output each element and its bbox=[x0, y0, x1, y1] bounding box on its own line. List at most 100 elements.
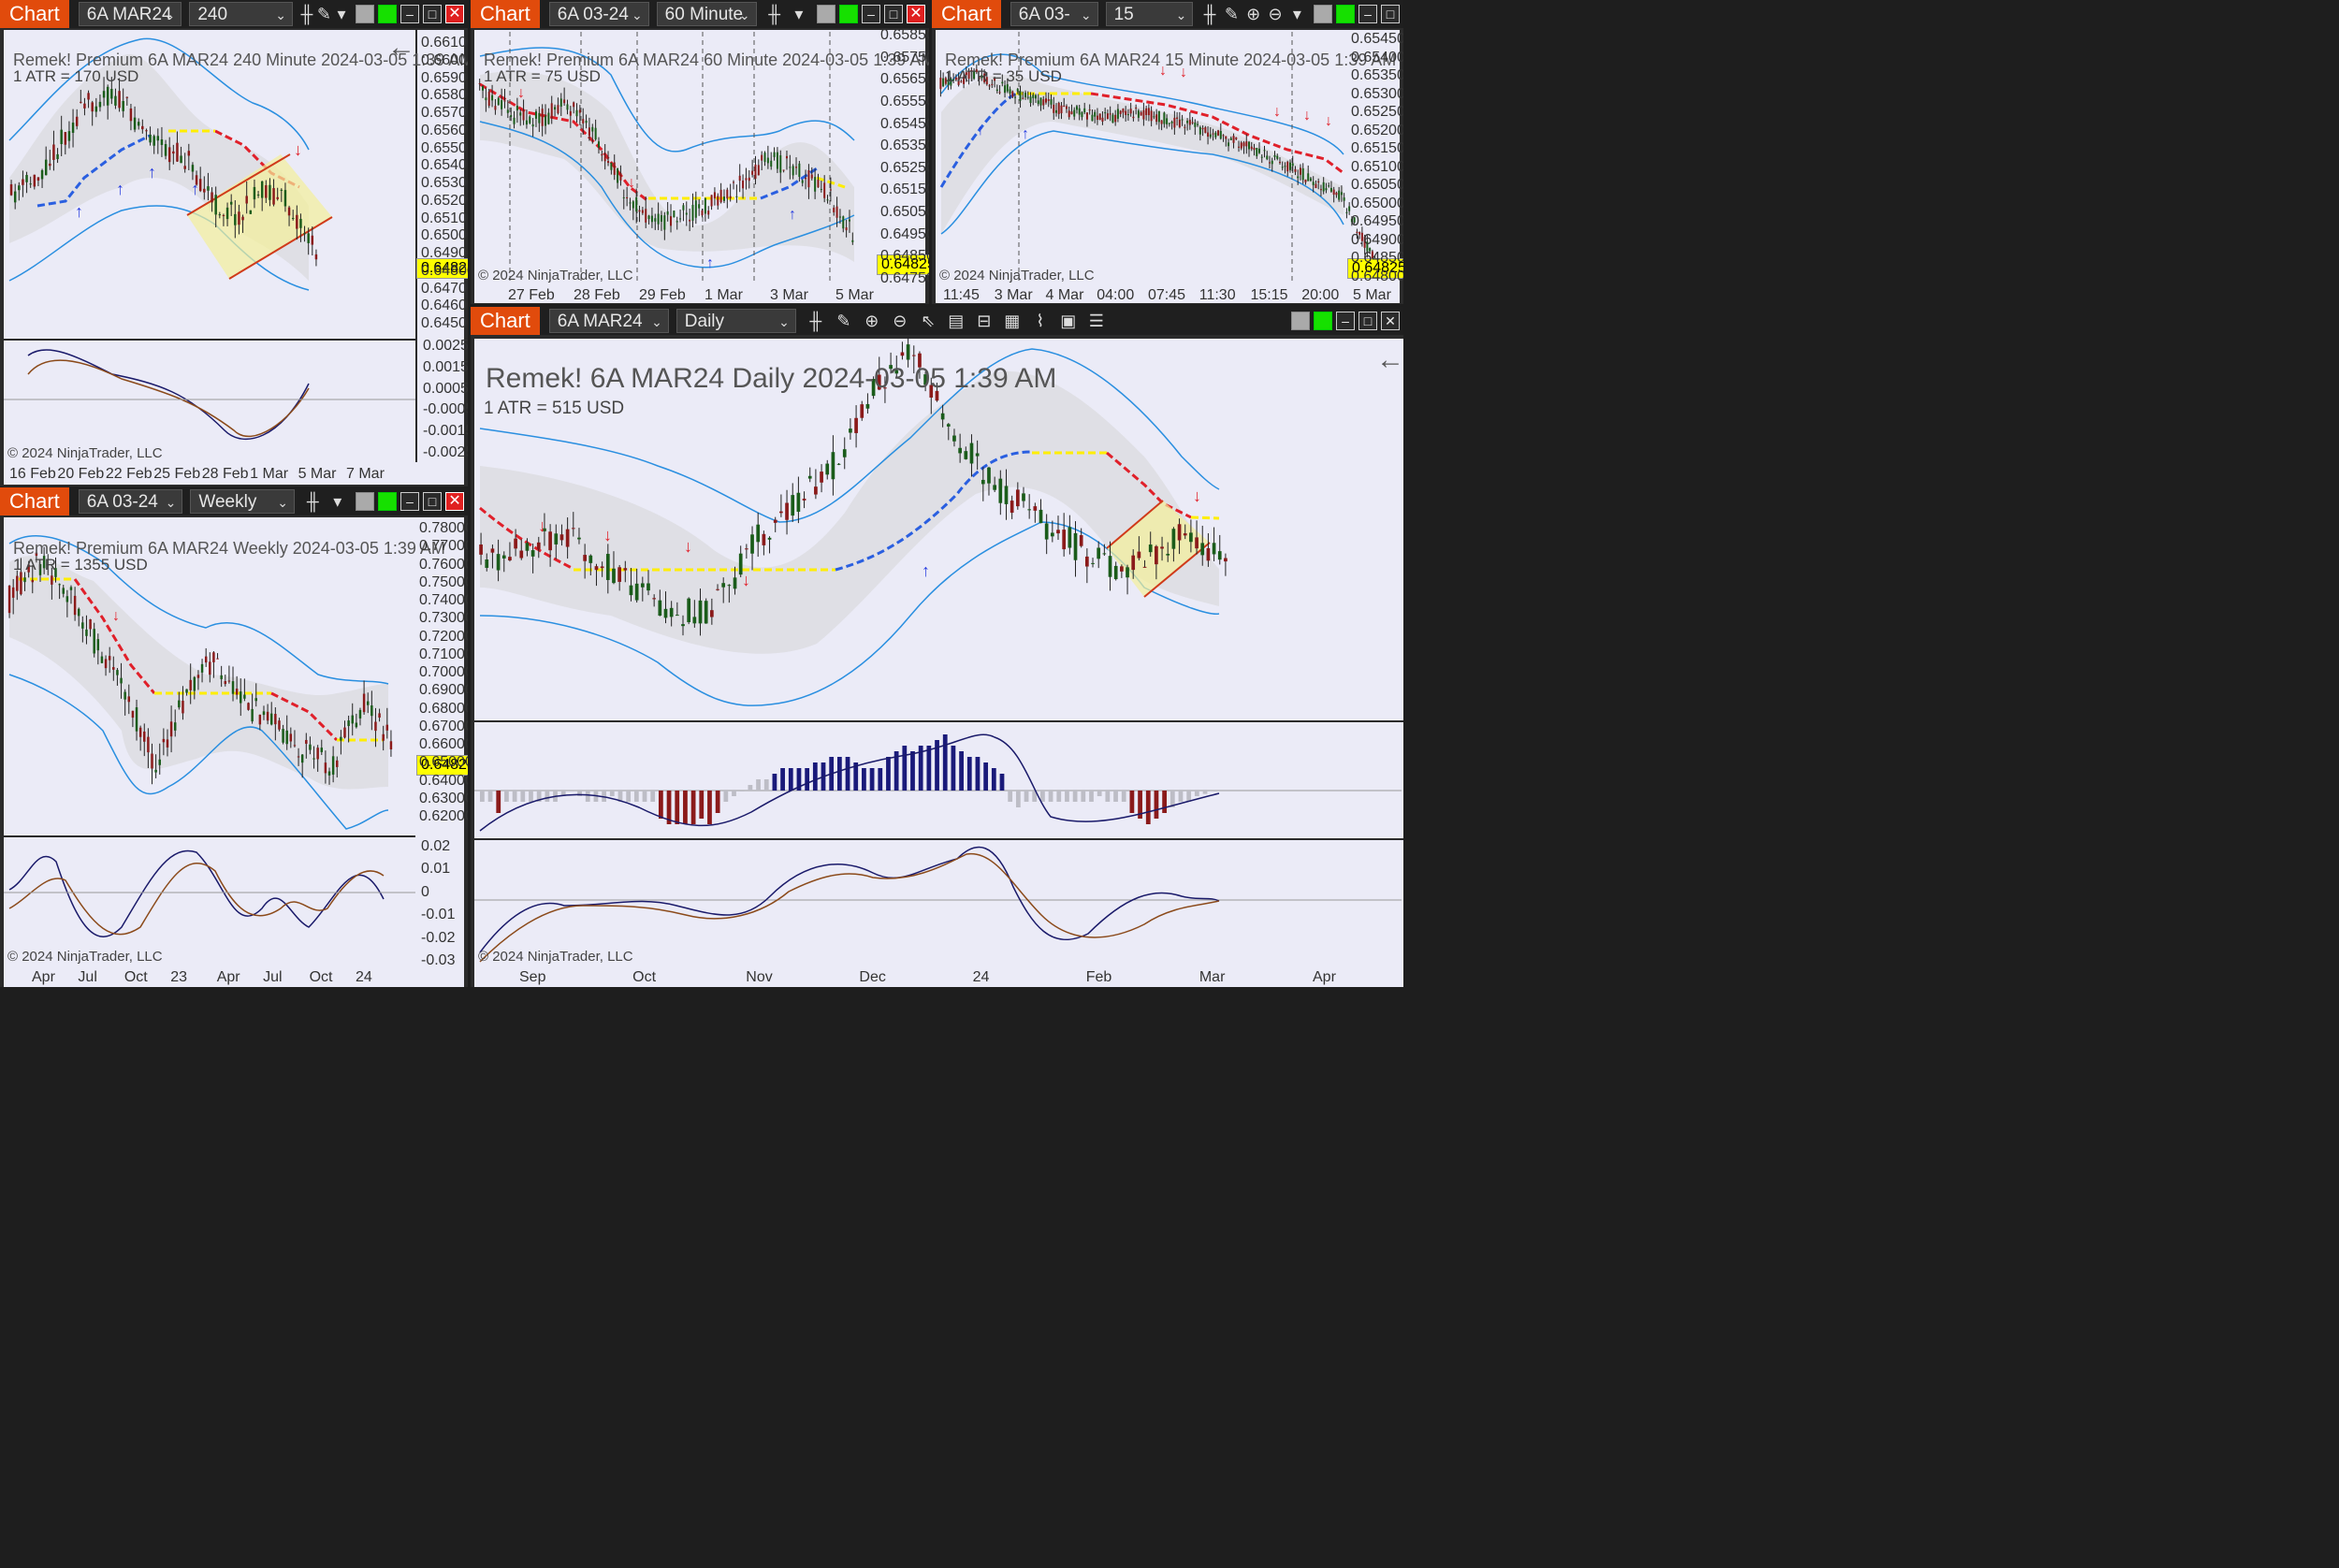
time-axis[interactable] bbox=[4, 966, 464, 987]
candle-body bbox=[1329, 187, 1332, 192]
link-color-button[interactable] bbox=[817, 5, 835, 23]
instrument-selector[interactable]: 6A MAR24 ⌄ bbox=[548, 309, 669, 333]
candle-body bbox=[645, 209, 647, 223]
chart-tab-title[interactable]: Chart bbox=[0, 487, 69, 515]
link-color-button[interactable] bbox=[356, 5, 374, 23]
link-color-button[interactable] bbox=[1314, 5, 1333, 23]
drawing-tool-icon[interactable]: ✎ bbox=[836, 312, 851, 330]
price-tick-label: -0.0015 bbox=[423, 423, 468, 440]
oscillator-panel[interactable] bbox=[474, 840, 1403, 966]
price-axis[interactable] bbox=[877, 30, 925, 284]
bar-style-icon[interactable]: ╫ bbox=[809, 312, 822, 330]
close-button[interactable]: ✕ bbox=[1381, 312, 1400, 330]
chart-trader-icon[interactable]: ▣ bbox=[1060, 312, 1077, 330]
minimize-button[interactable]: – bbox=[1358, 5, 1378, 23]
candle-body bbox=[212, 652, 215, 662]
interval-selector[interactable]: 60 Minute ⌄ bbox=[656, 2, 757, 26]
link-color-button[interactable] bbox=[1291, 312, 1310, 330]
strategies-icon[interactable]: ⌇ bbox=[1036, 312, 1045, 330]
candle-body bbox=[29, 183, 32, 185]
zoom-out-icon[interactable]: ⊖ bbox=[893, 312, 908, 330]
bar-style-icon[interactable]: ╫ bbox=[768, 5, 781, 23]
zoom-in-icon[interactable]: ⊕ bbox=[1246, 5, 1261, 23]
instrument-selector[interactable]: 6A 03-24⌄ bbox=[548, 2, 649, 26]
time-axis[interactable] bbox=[474, 284, 925, 303]
indicator-panel[interactable] bbox=[4, 837, 415, 966]
interval-selector[interactable]: Daily ⌄ bbox=[676, 309, 796, 333]
close-button[interactable]: ✕ bbox=[907, 5, 925, 23]
chart-tab-title[interactable]: Chart bbox=[0, 0, 69, 28]
time-axis[interactable] bbox=[474, 966, 1403, 987]
instrument-selector[interactable]: 6A MAR24 ⌄ bbox=[78, 2, 182, 26]
time-axis[interactable] bbox=[4, 462, 464, 485]
maximize-button[interactable]: □ bbox=[423, 5, 442, 23]
maximize-button[interactable]: □ bbox=[884, 5, 903, 23]
close-button[interactable]: ✕ bbox=[445, 5, 464, 23]
close-button[interactable]: ✕ bbox=[445, 492, 465, 511]
candle-body bbox=[227, 680, 231, 682]
link-color-button[interactable] bbox=[356, 492, 375, 511]
connection-status-button[interactable] bbox=[1314, 312, 1332, 330]
candle-body bbox=[1056, 530, 1060, 534]
data-box-icon[interactable]: ▤ bbox=[948, 312, 965, 330]
drawing-tool-icon[interactable]: ✎ bbox=[316, 5, 331, 23]
title-bar[interactable]: Chart 6A 03-24 ⌄ Weekly ⌄ ╫ ▾ – □ ✕ bbox=[0, 487, 468, 515]
candle-body bbox=[370, 704, 373, 717]
bar-style-icon[interactable]: ╫ bbox=[306, 492, 319, 511]
drawing-tool-icon[interactable]: ✎ bbox=[1224, 5, 1239, 23]
indicators-icon[interactable]: ▦ bbox=[1004, 312, 1021, 330]
chart-tab-title[interactable]: Chart bbox=[471, 307, 540, 335]
dropdown-arrow-icon[interactable]: ▾ bbox=[794, 5, 804, 23]
interval-selector[interactable]: Weekly ⌄ bbox=[190, 489, 295, 514]
maximize-button[interactable]: □ bbox=[423, 492, 443, 511]
title-bar[interactable]: Chart 6A 03-24⌄ 15 Minute⌄ ╫ ✎ ⊕ ⊖ ▾ – □ bbox=[932, 0, 1403, 49]
chart-tab-title[interactable]: Chart bbox=[471, 0, 540, 28]
maximize-button[interactable]: □ bbox=[1381, 5, 1401, 23]
connection-status-button[interactable] bbox=[839, 5, 858, 23]
dropdown-arrow-icon[interactable]: ▾ bbox=[1292, 5, 1301, 23]
bar-style-icon[interactable]: ╫ bbox=[300, 5, 313, 23]
price-axis[interactable] bbox=[1347, 30, 1400, 284]
candle-body bbox=[214, 195, 217, 215]
candle-body bbox=[994, 78, 996, 81]
connection-status-button[interactable] bbox=[1336, 5, 1356, 23]
zoom-out-icon[interactable]: ⊖ bbox=[1268, 5, 1283, 23]
menu-list-icon[interactable]: ☰ bbox=[1088, 312, 1104, 330]
instrument-selector[interactable]: 6A 03-24⌄ bbox=[1010, 2, 1098, 49]
price-axis[interactable] bbox=[415, 517, 464, 966]
atr-label: 1 ATR = 170 USD bbox=[13, 67, 139, 85]
title-bar[interactable]: Chart 6A 03-24 ⌄ 60 Minute ⌄ ╫ ▾ – □ ✕ bbox=[471, 0, 929, 28]
minimize-button[interactable]: – bbox=[862, 5, 880, 23]
pointer-icon[interactable]: ⇖ bbox=[921, 312, 936, 330]
connection-status-button[interactable] bbox=[378, 5, 397, 23]
candle-body bbox=[1258, 148, 1261, 153]
maximize-button[interactable]: □ bbox=[1358, 312, 1377, 330]
candle-body bbox=[141, 125, 144, 130]
time-axis[interactable] bbox=[936, 284, 1400, 303]
candle-body bbox=[681, 624, 685, 627]
connection-status-button[interactable] bbox=[378, 492, 398, 511]
candle-body bbox=[1242, 142, 1245, 147]
price-tick-label: -0.01 bbox=[421, 907, 456, 923]
chart-tab-title[interactable]: Chart bbox=[932, 0, 1001, 28]
instrument-selector[interactable]: 6A 03-24⌄ bbox=[78, 489, 183, 514]
minimize-button[interactable]: – bbox=[400, 5, 419, 23]
back-arrow-icon[interactable]: ← bbox=[1376, 344, 1403, 375]
back-arrow-icon[interactable]: ← bbox=[387, 32, 415, 63]
properties-icon[interactable]: ⊟ bbox=[977, 312, 992, 330]
dropdown-arrow-icon[interactable]: ▾ bbox=[337, 5, 346, 23]
zoom-in-icon[interactable]: ⊕ bbox=[864, 312, 879, 330]
title-bar[interactable]: Chart 6A MAR24 ⌄ Daily ⌄ ╫ ✎ ⊕ ⊖ ⇖ ▤ ⊟ ▦ ⌇… bbox=[471, 307, 1403, 335]
price-axis[interactable] bbox=[417, 30, 464, 462]
bar-style-icon[interactable]: ╫ bbox=[1203, 5, 1216, 23]
histogram-bar bbox=[1065, 791, 1069, 802]
candle-body bbox=[234, 213, 237, 225]
dropdown-arrow-icon[interactable]: ▾ bbox=[333, 492, 342, 511]
minimize-button[interactable]: – bbox=[400, 492, 420, 511]
minimize-button[interactable]: – bbox=[1336, 312, 1355, 330]
candle-body bbox=[960, 80, 963, 82]
time-tick-label: 24 bbox=[356, 969, 372, 985]
